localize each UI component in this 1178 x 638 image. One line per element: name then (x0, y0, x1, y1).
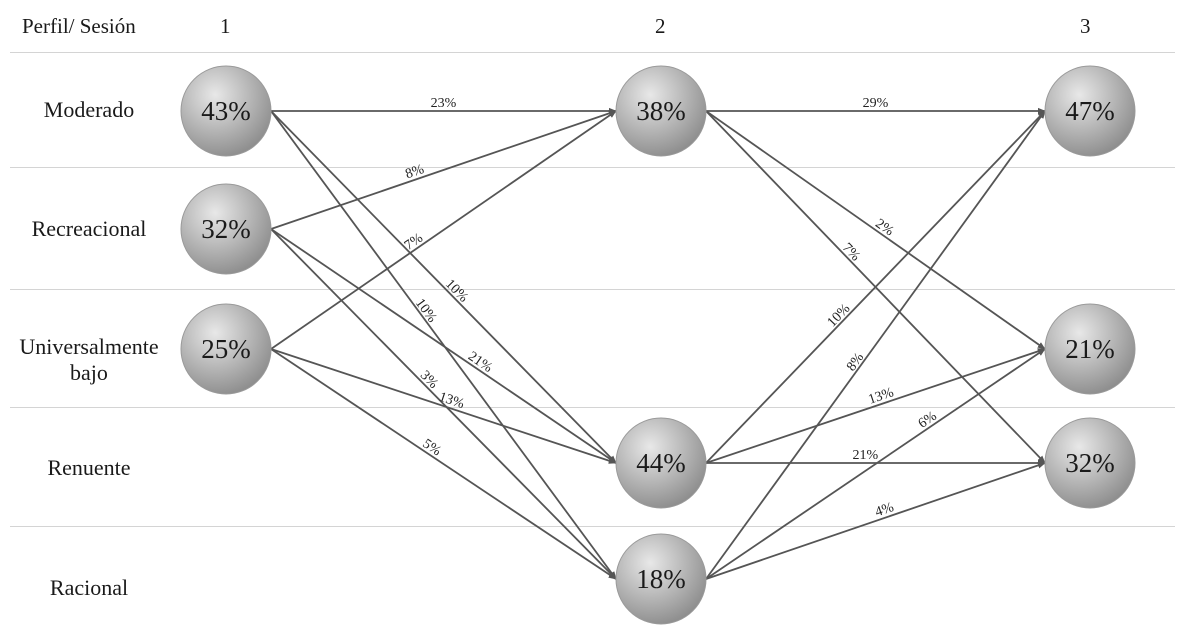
transition-label: 2% (872, 216, 896, 239)
node-percentage: 43% (201, 96, 251, 126)
transition-label: 3% (417, 368, 441, 392)
session-2-header: 2 (655, 14, 666, 38)
transition-label: 10% (442, 277, 471, 306)
transition-label: 21% (852, 448, 878, 463)
node-s1-recreacional: 32% (180, 183, 272, 275)
transition-arrow-s1-recreacional-to-s2-racional (270, 228, 617, 580)
transition-label: 10% (412, 296, 440, 326)
node-s2-renuente: 44% (615, 417, 707, 509)
profile-label-racional: Racional (49, 575, 129, 600)
nodes-group: 43% 32% 25% 38% 44% 18% 47% 21% 32% (180, 65, 1136, 625)
node-percentage: 32% (1065, 448, 1115, 478)
transition-label: 13% (867, 385, 896, 408)
transition-arrow-s1-recreacional-to-s2-renuente (270, 228, 617, 464)
node-circle (180, 303, 272, 395)
transition-arrow-s2-renuente-to-s3-moderado (705, 110, 1046, 464)
node-percentage: 21% (1065, 334, 1115, 364)
node-s3-renuente: 32% (1044, 417, 1136, 509)
transition-arrow-s1-recreacional-to-s2-moderado (270, 110, 617, 230)
node-percentage: 47% (1065, 96, 1115, 126)
node-s1-universalmente-bajo: 25% (180, 303, 272, 395)
transition-label: 6% (916, 409, 940, 432)
node-percentage: 18% (636, 564, 686, 594)
transition-arrow-s2-racional-to-s3-universalmente-bajo (705, 348, 1046, 580)
transition-arrow-s2-renuente-to-s3-universalmente-bajo (705, 348, 1046, 464)
transition-arrow-s2-racional-to-s3-renuente (705, 462, 1046, 580)
session-3-header: 3 (1080, 14, 1091, 38)
row-separator (10, 167, 1175, 168)
transition-label: 7% (839, 240, 863, 264)
node-percentage: 25% (201, 334, 251, 364)
session-1-header: 1 (220, 14, 231, 38)
node-percentage: 38% (636, 96, 686, 126)
node-s3-universalmente-bajo: 21% (1044, 303, 1136, 395)
node-circle (1044, 303, 1136, 395)
transition-label: 8% (844, 350, 867, 374)
transition-label: 8% (404, 162, 427, 182)
node-s2-moderado: 38% (615, 65, 707, 157)
transition-label: 10% (825, 301, 854, 330)
row-separator (10, 289, 1175, 290)
row-separator (10, 526, 1175, 527)
transition-label: 29% (863, 96, 889, 111)
node-circle (1044, 417, 1136, 509)
node-s1-moderado: 43% (180, 65, 272, 157)
node-percentage: 44% (636, 448, 686, 478)
transition-label: 4% (873, 500, 896, 520)
transition-arrow-s1-universalmente-bajo-to-s2-renuente (270, 348, 617, 464)
edges-group (270, 107, 1046, 580)
node-circle (615, 417, 707, 509)
transition-label: 13% (437, 390, 466, 412)
profile-label-recreacional: Recreacional (31, 216, 147, 241)
node-s3-moderado: 47% (1044, 65, 1136, 157)
node-circle (615, 533, 707, 625)
profile-label-universalmente-bajo: Universalmente bajo (19, 334, 159, 385)
transition-arrow-s1-moderado-to-s2-renuente (270, 110, 617, 464)
transition-label: 21% (465, 349, 495, 376)
transition-label: 23% (431, 96, 457, 111)
node-s2-racional: 18% (615, 533, 707, 625)
node-circle (180, 65, 272, 157)
transition-label: 5% (420, 436, 444, 459)
node-circle (615, 65, 707, 157)
profile-label-moderado: Moderado (43, 97, 135, 122)
transition-arrow-s1-universalmente-bajo-to-s2-racional (270, 348, 617, 580)
transition-arrow-s2-moderado-to-s3-universalmente-bajo (705, 110, 1046, 350)
node-circle (1044, 65, 1136, 157)
row-separator (10, 407, 1175, 408)
profile-label-renuente: Renuente (47, 455, 131, 480)
transition-arrow-s1-universalmente-bajo-to-s2-moderado (270, 110, 617, 350)
node-circle (180, 183, 272, 275)
profile-session-header: Perfil/ Sesión (22, 14, 136, 38)
row-separator (10, 52, 1175, 53)
transition-label: 7% (402, 230, 426, 253)
transition-arrow-s2-racional-to-s3-moderado (705, 110, 1046, 580)
node-percentage: 32% (201, 214, 251, 244)
